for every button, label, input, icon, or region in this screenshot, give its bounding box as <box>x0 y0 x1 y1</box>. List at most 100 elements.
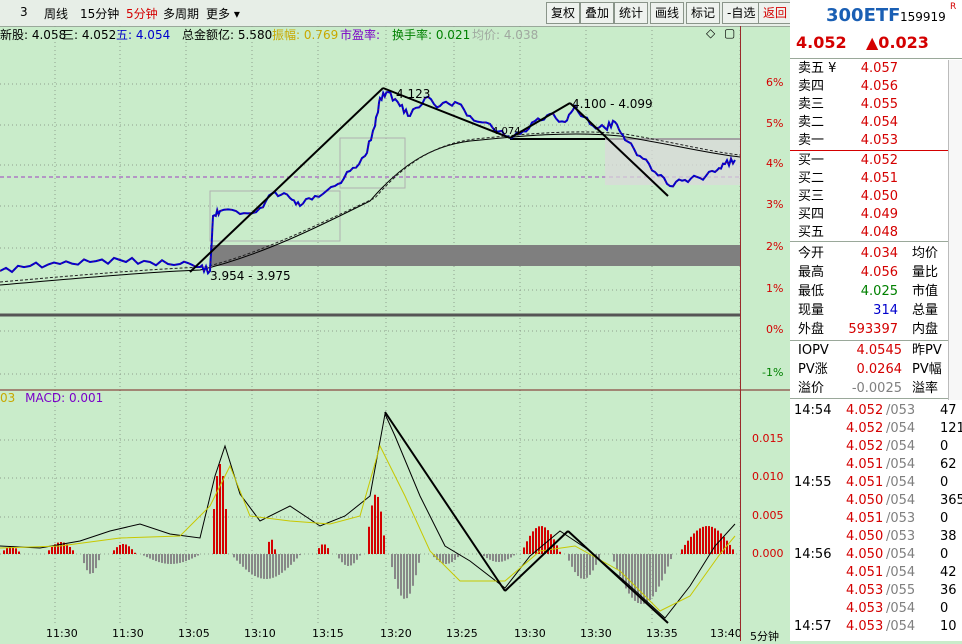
macd-bar <box>532 531 534 554</box>
macd-bar <box>213 509 215 554</box>
tick-3pct: 3% <box>766 198 784 211</box>
macd-bar <box>526 541 528 554</box>
time-tick: 13:05 <box>178 627 210 640</box>
bid-price: 4.052 <box>860 153 898 168</box>
macd-bar <box>637 554 639 603</box>
macd-bar <box>188 554 190 560</box>
tick-side: /054 <box>886 601 916 616</box>
macd-bar <box>553 539 555 554</box>
macd-bar <box>268 541 270 554</box>
draw-button[interactable]: 画线 <box>650 2 685 24</box>
macd-bar <box>89 554 91 574</box>
ask-price: 4.054 <box>860 115 898 130</box>
panel-icon[interactable]: ▢ <box>724 26 736 40</box>
ask-price: 4.053 <box>860 133 898 148</box>
bid-label: 买四 <box>798 207 825 222</box>
ask-price: 4.057 <box>860 61 898 76</box>
macd-bar <box>236 554 238 561</box>
macd-bar <box>486 554 488 559</box>
macd-bar <box>274 549 276 554</box>
time-tick: 13:40 <box>710 627 742 640</box>
macd-bar <box>48 550 50 554</box>
multi-period[interactable]: 多周期 <box>163 7 200 21</box>
macd-bar <box>394 554 396 580</box>
tick-price: 4.051 <box>846 457 884 472</box>
macd-bar <box>191 554 193 559</box>
stats-button[interactable]: 统计 <box>614 2 649 24</box>
pe-label: 市盈率: <box>340 28 381 42</box>
macd-bar <box>412 554 414 586</box>
macd-bar <box>568 554 570 561</box>
range-box-outline <box>339 137 406 189</box>
macd-trend-line <box>567 530 669 624</box>
macd-bar <box>538 526 540 554</box>
macd-bar <box>655 554 657 592</box>
pv-value: 4.0545 <box>856 343 903 358</box>
tick-side: /054 <box>886 619 916 634</box>
tick-time: 14:54 <box>794 403 832 418</box>
macd-bar <box>436 554 438 560</box>
bid-price: 4.050 <box>860 189 898 204</box>
ask-price: 4.055 <box>860 97 898 112</box>
tick-side: /053 <box>886 529 916 544</box>
ma3-value: 三: 4.052 <box>62 28 117 42</box>
stat-value: 4.034 <box>860 246 898 261</box>
newest-value: 新股: 4.058 <box>0 28 67 42</box>
tick-volume: 0 <box>940 601 949 616</box>
macd-bar <box>403 554 405 599</box>
bid-label: 买一 <box>798 153 825 168</box>
macd-bar <box>225 509 227 554</box>
stat-label2: 均价 <box>912 246 939 261</box>
tick-2pct: 2% <box>766 240 784 253</box>
time-tick: 13:15 <box>312 627 344 640</box>
period-15min[interactable]: 15分钟 <box>80 7 120 21</box>
macd-bar <box>391 554 393 568</box>
macd-bar <box>131 549 133 554</box>
macd-bar <box>113 550 115 554</box>
adjust-button[interactable]: 复权 <box>546 2 581 24</box>
macd-bar <box>589 554 591 575</box>
macd-bar <box>550 534 552 554</box>
macd-bar <box>631 554 633 598</box>
macd-tick-015: 0.015 <box>752 432 784 445</box>
diamond-icon[interactable]: ◇ <box>706 26 716 40</box>
macd-bar <box>483 554 485 557</box>
macd-bar <box>732 549 734 554</box>
mark-button[interactable]: 标记 <box>686 2 721 24</box>
period-5min[interactable]: 5分钟 <box>126 7 158 21</box>
more-menu[interactable]: 更多 ▾ <box>206 7 240 21</box>
bid-price: 4.051 <box>860 171 898 186</box>
macd-bar <box>134 552 136 554</box>
ticker-code: 159919 <box>900 10 946 24</box>
tick-0pct: 0% <box>766 323 784 336</box>
gap-zone <box>210 245 740 266</box>
back-button[interactable]: 返回 <box>758 2 793 24</box>
overlay-button[interactable]: 叠加 <box>580 2 615 24</box>
avg-price-value: 均价: 4.038 <box>472 28 539 42</box>
macd-bar <box>513 554 515 556</box>
time-tick: 13:30 <box>580 627 612 640</box>
tick-neg1pct: -1% <box>762 366 784 379</box>
macd-bar <box>454 554 456 560</box>
macd-bar <box>248 554 250 573</box>
annotation-range2: 4.100 - 4.099 <box>572 97 653 111</box>
tick-price: 4.053 <box>846 583 884 598</box>
tick-price: 4.053 <box>846 601 884 616</box>
macd-bar <box>681 549 683 554</box>
macd-bar <box>613 554 615 562</box>
ask-label: 卖五 ¥ <box>798 61 837 76</box>
macd-bar <box>92 554 94 574</box>
period-3[interactable]: 3 <box>20 5 28 19</box>
stat-label: 最低 <box>798 284 825 299</box>
macd-bar <box>284 554 286 571</box>
period-week[interactable]: 周线 <box>44 7 69 21</box>
macd-bar <box>729 544 731 554</box>
tick-1pct: 1% <box>766 282 784 295</box>
macd-bar <box>687 540 689 554</box>
trend-line <box>189 87 384 273</box>
macd-bar <box>711 526 713 554</box>
macd-bar <box>368 526 370 554</box>
macd-bar <box>547 530 549 554</box>
tick-price: 4.050 <box>846 493 884 508</box>
macd-bar <box>708 526 710 554</box>
